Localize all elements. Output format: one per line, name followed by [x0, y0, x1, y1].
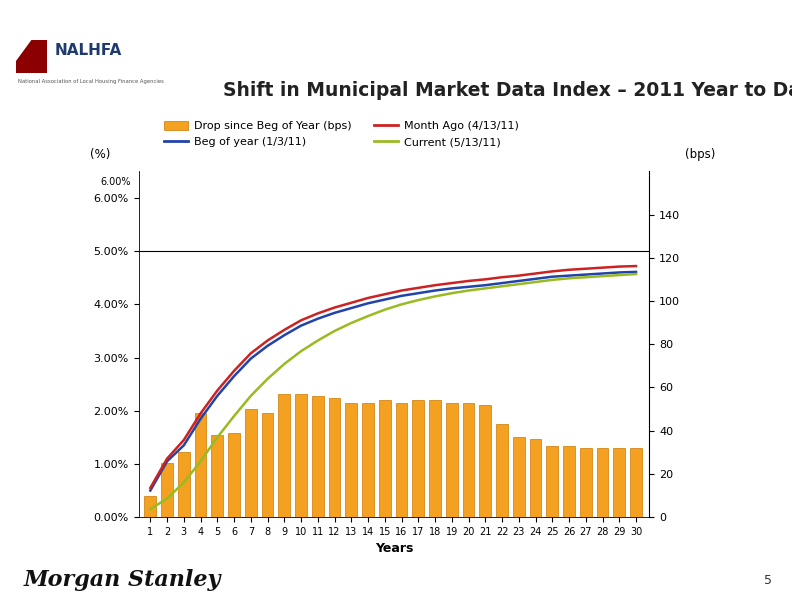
Bar — [211, 435, 223, 517]
Bar — [497, 424, 508, 517]
Bar — [546, 446, 558, 517]
Text: Shift in Municipal Market Data Index – 2011 Year to Date: Shift in Municipal Market Data Index – 2… — [223, 81, 792, 100]
Bar — [162, 463, 173, 517]
Text: Morgan Stanley: Morgan Stanley — [24, 569, 221, 591]
Text: National Association of Local Housing Finance Agencies: National Association of Local Housing Fi… — [17, 79, 163, 84]
Legend: Drop since Beg of Year (bps), Beg of year (1/3/11), Month Ago (4/13/11), Current: Drop since Beg of Year (bps), Beg of yea… — [164, 121, 519, 147]
Bar — [446, 403, 458, 517]
Bar — [144, 496, 156, 517]
Bar — [195, 414, 207, 517]
Bar — [178, 452, 190, 517]
Bar — [580, 448, 592, 517]
Bar — [362, 403, 374, 517]
Bar — [279, 394, 290, 517]
Bar — [261, 414, 273, 517]
Text: 5: 5 — [764, 574, 772, 587]
Bar — [463, 403, 474, 517]
Bar — [596, 448, 608, 517]
Bar — [479, 405, 491, 517]
Text: MUNICIPAL MARKET UPDATE: MUNICIPAL MARKET UPDATE — [224, 44, 369, 53]
Bar — [563, 446, 575, 517]
Bar — [513, 437, 524, 517]
Bar — [413, 400, 425, 517]
Bar — [245, 409, 257, 517]
Bar — [630, 448, 642, 517]
Text: 6.00%: 6.00% — [101, 176, 131, 187]
Bar — [345, 403, 357, 517]
Bar — [429, 400, 441, 517]
Bar — [530, 439, 542, 517]
Text: (bps): (bps) — [685, 148, 716, 161]
Text: NALHFA: NALHFA — [54, 43, 121, 58]
FancyBboxPatch shape — [16, 40, 48, 73]
Bar — [228, 433, 240, 517]
Text: (%): (%) — [90, 148, 110, 161]
Bar — [329, 398, 341, 517]
Polygon shape — [16, 40, 32, 61]
Bar — [379, 400, 390, 517]
Bar — [312, 396, 324, 517]
Bar — [295, 394, 307, 517]
X-axis label: Years: Years — [375, 542, 413, 556]
Bar — [614, 448, 625, 517]
Bar — [396, 403, 407, 517]
